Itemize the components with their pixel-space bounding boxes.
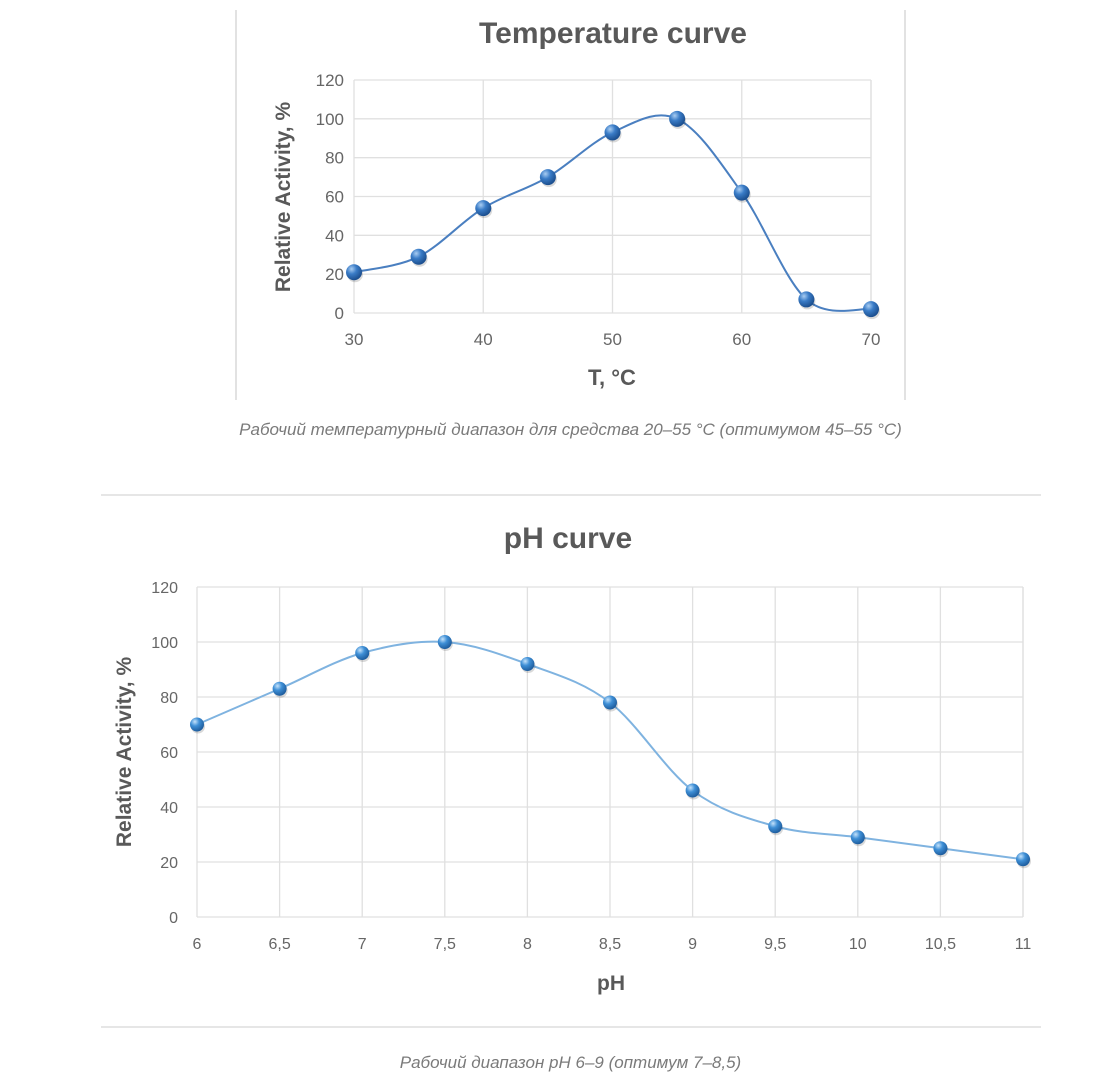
- temperature-frame-right: [904, 10, 906, 400]
- markers: [346, 110, 880, 320]
- ph-caption: Рабочий диапазон pH 6–9 (оптимум 7–8,5): [399, 1053, 742, 1072]
- x-tick-label: 10,5: [925, 936, 956, 953]
- grid: [196, 586, 1024, 918]
- data-point: [863, 301, 879, 318]
- y-tick-label: 40: [160, 800, 178, 817]
- data-point: [355, 646, 370, 660]
- markers: [190, 635, 1031, 869]
- x-tick-label: 8,5: [599, 936, 621, 953]
- data-point: [272, 681, 287, 696]
- data-point: [669, 110, 686, 127]
- ph-frame-top: [101, 494, 1041, 496]
- data-point: [539, 169, 556, 186]
- x-tick-label: 40: [474, 330, 493, 349]
- x-tick-label: 7,5: [434, 936, 456, 953]
- x-tick-label: 7: [358, 936, 367, 953]
- x-tick-label: 50: [603, 330, 622, 349]
- x-tick-label: 9,5: [764, 936, 786, 953]
- x-tick-label: 60: [732, 330, 751, 349]
- x-tick-label: 11: [1015, 936, 1032, 953]
- chart-title: Temperature curve: [479, 17, 747, 50]
- x-tick-label: 9: [688, 936, 697, 953]
- ph-chart: pH curve 0 20 40 60 80 100 120 6 6,5 7 7,5 8 8,5 9 9,…: [113, 522, 1032, 995]
- data-point: [190, 717, 204, 732]
- y-tick-label: 20: [160, 855, 178, 872]
- y-tick-label: 100: [151, 635, 178, 652]
- data-point: [733, 184, 750, 201]
- x-tick-label: 30: [345, 330, 364, 349]
- temperature-caption: Рабочий температурный диапазон для средс…: [239, 420, 902, 439]
- data-point: [520, 657, 535, 671]
- data-point: [603, 695, 617, 710]
- data-point: [850, 830, 865, 845]
- x-tick-label: 10: [849, 936, 867, 953]
- y-tick-label: 60: [160, 745, 178, 762]
- y-axis-label: Relative Activity, %: [272, 102, 295, 293]
- x-tick-label: 6: [193, 936, 202, 953]
- x-tick-label: 70: [862, 330, 881, 349]
- y-tick-label: 20: [325, 265, 344, 284]
- y-tick-label: 40: [325, 226, 344, 245]
- data-point: [437, 635, 452, 649]
- y-axis-label: Relative Activity, %: [113, 657, 136, 848]
- x-axis-label: T, °C: [588, 365, 636, 390]
- x-axis-label: pH: [597, 972, 625, 995]
- y-tick-label: 120: [316, 71, 344, 90]
- data-point: [475, 200, 492, 217]
- data-point: [768, 819, 783, 834]
- y-tick-label: 120: [151, 580, 178, 597]
- data-point: [1016, 852, 1030, 867]
- x-tick-label: 6,5: [268, 936, 290, 953]
- y-tick-label: 100: [316, 110, 344, 129]
- y-ticks: 0 20 40 60 80 100 120: [316, 71, 344, 323]
- data-point: [410, 248, 427, 265]
- grid: [353, 79, 872, 314]
- y-tick-label: 0: [169, 910, 178, 927]
- data-point: [933, 841, 948, 856]
- data-point: [798, 291, 815, 308]
- x-tick-label: 8: [523, 936, 532, 953]
- x-ticks: 6 6,5 7 7,5 8 8,5 9 9,5 10 10,5 11: [193, 936, 1032, 953]
- y-tick-label: 80: [160, 690, 178, 707]
- temperature-frame-left: [235, 10, 237, 400]
- ph-frame-bottom: [101, 1026, 1041, 1028]
- y-tick-label: 60: [325, 188, 344, 207]
- x-ticks: 30 40 50 60 70: [345, 330, 881, 349]
- chart-title: pH curve: [504, 522, 632, 555]
- y-ticks: 0 20 40 60 80 100 120: [151, 580, 178, 927]
- y-tick-label: 80: [325, 149, 344, 168]
- data-point: [685, 783, 700, 798]
- data-point: [604, 124, 621, 141]
- data-point: [346, 264, 362, 281]
- y-tick-label: 0: [335, 304, 344, 323]
- temperature-chart: Temperature curve 0 20 40 60 80 100 120 30 40 50…: [272, 17, 881, 390]
